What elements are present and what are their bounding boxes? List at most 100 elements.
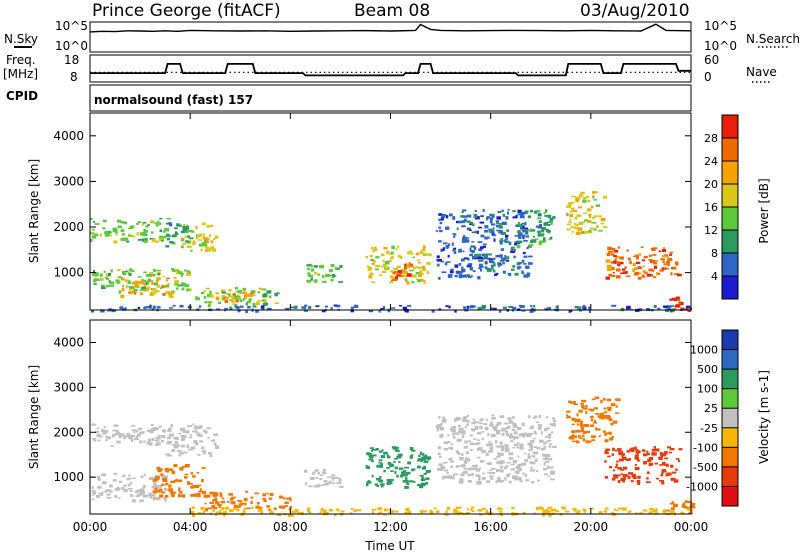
velocity-cell-7 (457, 424, 461, 427)
power-cell-10 (476, 253, 481, 257)
power-cell-8 (420, 278, 424, 282)
velocity-cell-2 (96, 475, 101, 479)
power-cell-1 (182, 225, 186, 229)
power-cell-3 (99, 277, 104, 281)
power-cell-3 (105, 284, 110, 288)
power-cell-13 (641, 274, 645, 278)
velocity-cell-8 (576, 413, 579, 417)
velocity-cell-4 (213, 494, 218, 498)
power-cell-10 (460, 258, 465, 262)
power-cell-5 (238, 295, 241, 298)
power-cell-7 (307, 267, 311, 271)
velocity-cell-1 (189, 434, 193, 436)
velocity-cell-9 (622, 473, 627, 478)
velocity-cell-7 (510, 463, 515, 466)
velocity-cell-11 (276, 513, 282, 517)
velocity-cell-7 (508, 452, 514, 456)
power-cell-10 (439, 221, 443, 225)
power-cell-0 (94, 233, 99, 237)
power-cell-3 (129, 268, 133, 272)
velocity-cell-0 (126, 432, 130, 436)
power-cell-10 (452, 216, 456, 220)
velocity-cell-8 (590, 408, 595, 412)
power-cell-15 (304, 304, 308, 307)
power-cell-0 (142, 234, 146, 237)
velocity-cell-10 (690, 505, 693, 509)
power-cell-12 (578, 221, 583, 225)
power-cell-10 (454, 264, 459, 268)
power-cell-12 (591, 222, 597, 224)
power-cell-15 (438, 308, 442, 311)
velocity-cell-7 (471, 428, 476, 432)
velocity-cell-5 (336, 476, 340, 479)
power-cell-15 (482, 306, 486, 309)
velocity-cell-0 (94, 430, 100, 434)
velocity-cell-0 (103, 425, 106, 428)
power-cell-5 (266, 290, 272, 294)
velocity-cell-4 (273, 507, 277, 511)
power-cell-13 (636, 261, 641, 264)
power-cell-10 (462, 236, 467, 241)
velocity-cell-7 (441, 419, 447, 423)
velocity-cell-9 (649, 463, 654, 466)
velocity-cell-7 (501, 432, 505, 436)
velocity-cell-7 (474, 425, 479, 430)
velocity-cell-7 (496, 461, 501, 464)
velocity-colorbar-bin-4 (722, 408, 738, 429)
velocity-cell-7 (505, 445, 509, 448)
power-cell-13 (613, 255, 617, 258)
velocity-cell-11 (236, 508, 240, 512)
power-cell-12 (600, 218, 606, 222)
velocity-cell-11 (497, 507, 502, 511)
power-cell-10 (468, 276, 472, 278)
power-cell-10 (467, 257, 470, 261)
velocity-cell-3 (170, 480, 175, 484)
power-cell-7 (307, 272, 311, 276)
power-cell-0 (108, 234, 112, 237)
power-cell-8 (415, 252, 419, 256)
power-cell-12 (588, 213, 592, 216)
velocity-cell-11 (533, 512, 536, 515)
power-cell-3 (142, 279, 147, 283)
velocity-cell-1 (180, 427, 185, 432)
velocity-cell-10 (670, 507, 675, 511)
velocity-cell-7 (506, 448, 510, 452)
velocity-cell-7 (491, 416, 496, 420)
power-cell-2 (201, 222, 206, 226)
power-cell-3 (165, 284, 170, 288)
power-cell-8 (411, 281, 415, 284)
velocity-cell-7 (466, 414, 470, 417)
velocity-cell-11 (459, 511, 463, 515)
velocity-cell-6 (395, 446, 399, 449)
power-cell-3 (139, 289, 145, 291)
power-colorbar-label-2: 12 (704, 224, 718, 237)
power-cell-0 (154, 222, 157, 224)
power-cell-7 (310, 264, 314, 268)
power-cell-3 (153, 268, 156, 273)
velocity-cell-9 (665, 473, 670, 477)
velocity-cell-6 (365, 482, 369, 487)
velocity-cell-6 (405, 480, 409, 484)
power-cell-1 (169, 241, 174, 244)
velocity-cell-0 (112, 433, 117, 437)
power-cell-13 (617, 246, 621, 249)
velocity-cell-7 (471, 473, 474, 476)
power-cell-0 (124, 237, 129, 241)
power-cell-5 (265, 302, 269, 306)
power-cell-12 (594, 228, 597, 231)
power-cell-12 (569, 219, 572, 222)
velocity-cell-2 (148, 492, 152, 496)
velocity-cell-6 (396, 474, 399, 478)
velocity-cell-3 (198, 490, 204, 493)
velocity-cell-11 (538, 506, 544, 510)
velocity-cell-6 (418, 485, 424, 489)
power-cell-0 (142, 238, 145, 242)
power-cell-10 (520, 226, 523, 230)
velocity-cell-6 (418, 454, 421, 458)
velocity-cell-6 (365, 465, 368, 469)
power-cell-13 (638, 276, 642, 280)
velocity-cell-8 (582, 438, 586, 442)
velocity-cell-0 (96, 433, 101, 438)
power-cell-3 (105, 273, 110, 277)
power-cell-11 (537, 233, 541, 237)
